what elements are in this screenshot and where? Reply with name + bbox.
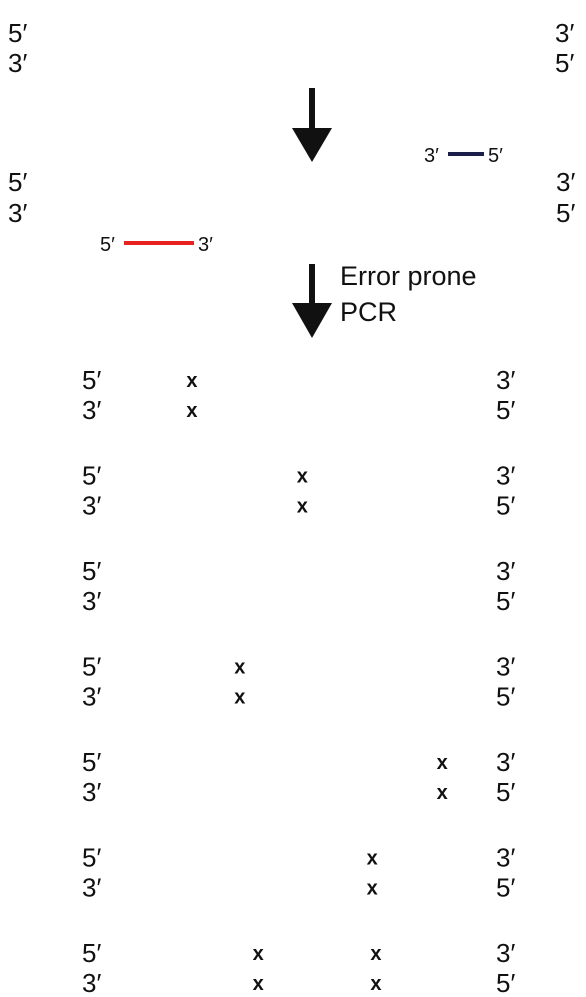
product-duplex: 5′ 3′3′ 5′xx xyxy=(82,461,515,521)
product-duplex: 5′ 3′3′ 5′ xyxy=(82,556,515,616)
product-top-right-label: 3′ xyxy=(496,365,515,395)
product-top-right-label: 3′ xyxy=(496,652,515,682)
mutation-mark-top: x xyxy=(253,943,264,965)
product-top-right-label: 3′ xyxy=(496,938,515,968)
template-bottom-left-label: 3′ xyxy=(8,48,27,78)
product-bottom-left-label: 3′ xyxy=(82,395,101,425)
mutation-mark-bottom: x xyxy=(253,973,264,995)
template-duplex: 5′ 3′ 3′ 5′ xyxy=(8,18,574,78)
denatured-top-left-label: 5′ xyxy=(8,167,27,197)
mutation-mark-top: x xyxy=(234,657,245,679)
product-top-left-label: 5′ xyxy=(82,938,101,968)
product-top-left-label: 5′ xyxy=(82,747,101,777)
product-bottom-left-label: 3′ xyxy=(82,968,101,997)
product-top-left-label: 5′ xyxy=(82,461,101,491)
product-bottom-left-label: 3′ xyxy=(82,586,101,616)
product-bottom-right-label: 5′ xyxy=(496,968,515,997)
forward-primer-right-label: 3′ xyxy=(198,234,213,256)
mutation-mark-top: x xyxy=(297,466,308,488)
template-top-right-label: 3′ xyxy=(555,18,574,48)
reverse-primer-right-label: 5′ xyxy=(488,145,503,167)
product-duplex: 5′ 3′3′ 5′xx xyxy=(82,652,515,712)
forward-primer-left-label: 5′ xyxy=(100,234,115,256)
mutation-mark-bottom: x xyxy=(186,400,197,422)
step-label-line1: Error prone xyxy=(340,261,477,291)
mutation-mark-bottom: x xyxy=(437,782,448,804)
mutation-mark-bottom: x xyxy=(367,878,378,900)
mutation-mark-bottom: x xyxy=(297,496,308,518)
product-bottom-right-label: 5′ xyxy=(496,873,515,903)
mutation-mark-bottom: x xyxy=(370,973,381,995)
product-top-right-label: 3′ xyxy=(496,556,515,586)
product-bottom-left-label: 3′ xyxy=(82,491,101,521)
product-bottom-right-label: 5′ xyxy=(496,491,515,521)
reverse-primer-left-label: 3′ xyxy=(424,145,439,167)
product-bottom-left-label: 3′ xyxy=(82,873,101,903)
product-bottom-left-label: 3′ xyxy=(82,777,101,807)
mutation-mark-top: x xyxy=(186,370,197,392)
product-duplex: 5′ 3′3′ 5′xx xyxy=(82,747,515,807)
mutation-mark-bottom: x xyxy=(234,687,245,709)
product-top-right-label: 3′ xyxy=(496,461,515,491)
product-bottom-right-label: 5′ xyxy=(496,777,515,807)
mutation-mark-top: x xyxy=(367,848,378,870)
denatured-bottom-left-label: 3′ xyxy=(8,198,27,228)
mutation-mark-top: x xyxy=(437,752,448,774)
denatured-top-right-label: 3′ xyxy=(556,167,575,197)
down-arrow-2 xyxy=(292,264,332,338)
product-bottom-right-label: 5′ xyxy=(496,395,515,425)
product-top-left-label: 5′ xyxy=(82,652,101,682)
product-bottom-right-label: 5′ xyxy=(496,586,515,616)
step-label-line2: PCR xyxy=(340,297,397,327)
mutation-mark-top: x xyxy=(370,943,381,965)
product-duplex: 5′ 3′3′ 5′xx xyxy=(82,365,515,425)
pcr-products: 5′ 3′3′ 5′xx5′ 3′3′ 5′xx5′ 3′3′ 5′5′ 3′3′ 5′xx5′… xyxy=(82,365,515,997)
product-bottom-right-label: 5′ xyxy=(496,682,515,712)
denatured-bottom-right-label: 5′ xyxy=(556,198,575,228)
template-bottom-right-label: 5′ xyxy=(555,48,574,78)
product-top-right-label: 3′ xyxy=(496,747,515,777)
product-duplex: 5′ 3′3′ 5′xx xyxy=(82,843,515,903)
template-top-left-label: 5′ xyxy=(8,18,27,48)
product-top-left-label: 5′ xyxy=(82,843,101,873)
denatured-duplex: 3′ 5′ 5′ 3′ 3′ 5′ 5′ 3′ xyxy=(8,145,575,256)
product-top-left-label: 5′ xyxy=(82,365,101,395)
product-top-left-label: 5′ xyxy=(82,556,101,586)
product-bottom-left-label: 3′ xyxy=(82,682,101,712)
product-top-right-label: 3′ xyxy=(496,843,515,873)
down-arrow-1 xyxy=(292,88,332,162)
